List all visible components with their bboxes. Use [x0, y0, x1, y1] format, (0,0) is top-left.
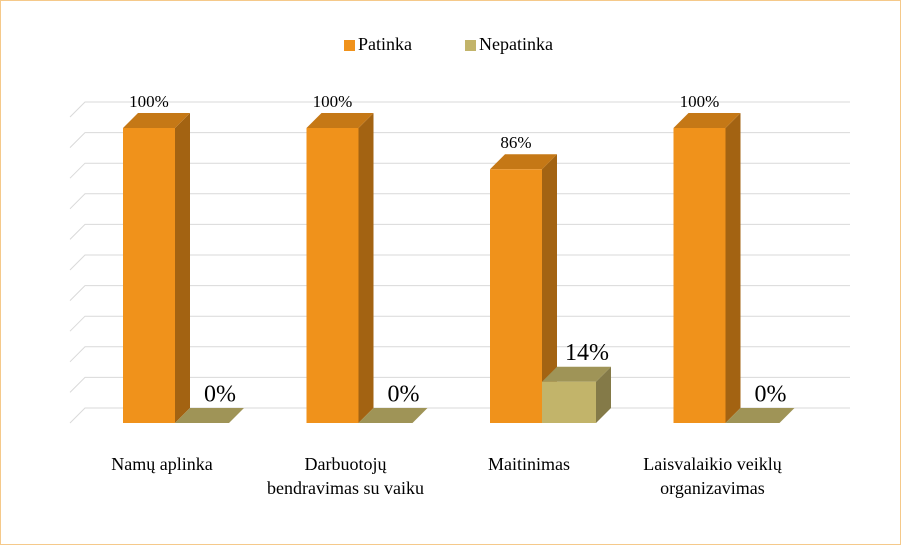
bar — [490, 154, 557, 424]
grid-line — [69, 101, 850, 118]
bar-face — [358, 408, 428, 423]
bar-face — [358, 113, 374, 423]
x-tick-label: Laisvalaikio veiklų organizavimas — [643, 454, 782, 498]
bar-face — [490, 169, 542, 423]
bar-face — [542, 366, 611, 382]
grid-line — [69, 162, 850, 179]
bar-face — [175, 408, 244, 423]
data-label: 0% — [204, 382, 236, 408]
bar — [542, 366, 611, 423]
bar — [358, 408, 428, 423]
grid-line — [69, 285, 850, 301]
legend-label: Nepatinka — [479, 34, 553, 54]
grid-line — [69, 315, 850, 332]
grid-line — [69, 193, 850, 210]
bar — [123, 113, 190, 423]
bar — [725, 408, 795, 423]
bar — [175, 408, 244, 423]
data-label: 100% — [680, 92, 720, 111]
bar-face — [725, 408, 795, 423]
bar-face — [306, 113, 374, 128]
bar-face — [673, 113, 741, 128]
bar-face — [123, 128, 175, 423]
bar — [306, 113, 374, 423]
bar-face — [596, 366, 611, 423]
data-label: 0% — [755, 382, 787, 408]
bar-face — [725, 113, 741, 423]
data-label: 100% — [129, 92, 169, 111]
x-tick-label: Maitinimas — [488, 454, 570, 474]
bar — [673, 113, 741, 423]
bar-face — [542, 154, 557, 424]
grid-line — [69, 132, 850, 148]
bar-face — [123, 113, 190, 128]
bar-face — [673, 128, 726, 423]
x-tick-label: Darbuotojų bendravimas su vaiku — [267, 454, 424, 498]
legend-swatch — [344, 40, 355, 51]
grid-line — [69, 223, 850, 240]
bar-face — [542, 381, 596, 423]
grid-line — [69, 346, 850, 363]
bar-face — [490, 154, 557, 170]
grid-line — [69, 254, 850, 271]
data-label: 86% — [500, 133, 531, 152]
data-label: 14% — [565, 340, 609, 366]
x-tick-label: Namų aplinka — [111, 454, 213, 474]
data-label: 0% — [388, 382, 420, 408]
data-label: 100% — [313, 92, 353, 111]
bar-face — [175, 113, 190, 423]
legend-label: Patinka — [358, 34, 412, 54]
bar-face — [306, 128, 359, 423]
legend-swatch — [465, 40, 476, 51]
